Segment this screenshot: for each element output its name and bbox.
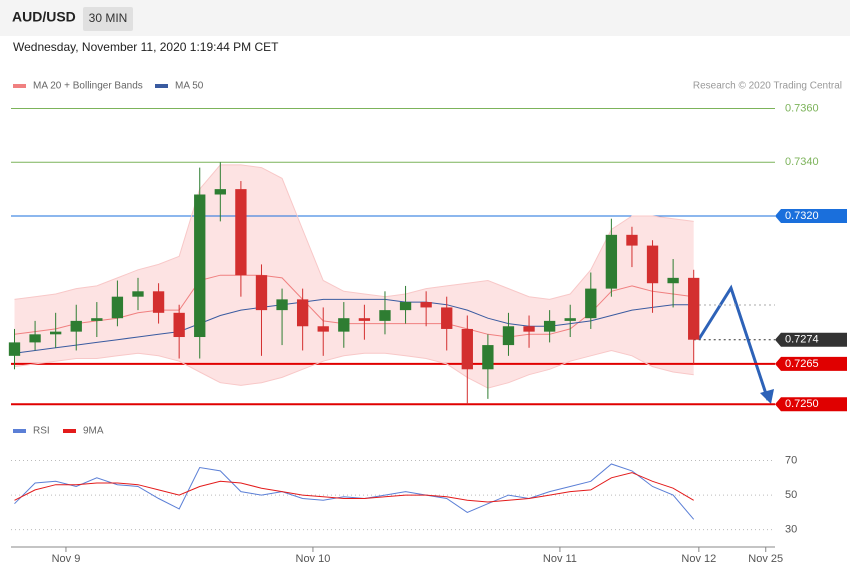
x-tick-label: Nov 25 <box>748 553 783 565</box>
candle-body <box>235 189 247 276</box>
candle-body <box>543 320 556 332</box>
candle-body <box>111 296 124 319</box>
candle-body <box>441 307 453 329</box>
candle-body <box>626 234 638 246</box>
candle-body <box>276 299 288 311</box>
candle-body <box>194 194 206 338</box>
band-lower <box>14 349 694 389</box>
candle-body <box>646 245 659 284</box>
legend-label: MA 20 + Bollinger Bands <box>33 81 143 92</box>
candle-body <box>317 326 329 332</box>
x-tick-label: Nov 12 <box>681 553 716 565</box>
credit: Research © 2020 Trading Central <box>693 81 842 92</box>
legend-swatch <box>13 429 26 433</box>
legend-swatch <box>13 84 26 88</box>
y-tick-label: 70 <box>785 454 797 466</box>
candle-body <box>605 234 618 289</box>
level-label: 0.7274 <box>785 334 819 346</box>
candle-body <box>50 331 62 335</box>
projection-arrow <box>697 284 770 401</box>
ma-line <box>14 298 694 354</box>
legend-label: MA 50 <box>175 81 204 92</box>
level-label: 0.7340 <box>785 156 819 168</box>
x-tick-label: Nov 10 <box>296 553 331 565</box>
level-label: 0.7250 <box>785 398 819 410</box>
legend-swatch <box>155 84 168 88</box>
level-label: 0.7265 <box>785 358 819 370</box>
candle-body <box>91 318 103 321</box>
band-upper <box>14 164 694 300</box>
candle-body <box>399 302 412 311</box>
candle-body <box>564 318 576 321</box>
candle-body <box>502 326 515 346</box>
rsi-line <box>14 463 695 520</box>
candle-body <box>461 328 473 370</box>
candle-body <box>8 342 21 356</box>
level-tag <box>775 209 847 224</box>
candle-body <box>214 189 226 195</box>
candle-body <box>296 299 309 327</box>
candle-body <box>585 288 597 319</box>
legend-label: 9MA <box>83 426 104 437</box>
level-label: 0.7320 <box>785 210 819 222</box>
symbol: AUD/USD <box>12 9 76 25</box>
legend-swatch <box>63 429 76 433</box>
candle-body <box>338 318 350 332</box>
ma-line <box>14 274 694 338</box>
header-bar <box>0 0 850 36</box>
x-tick-label: Nov 11 <box>543 553 577 565</box>
candle-body <box>688 277 700 340</box>
candle-body <box>379 310 391 321</box>
rsi-line <box>14 472 694 503</box>
y-tick-label: 30 <box>785 524 797 536</box>
candle-body <box>420 302 432 308</box>
candle-body <box>152 291 165 313</box>
level-tag <box>775 397 847 412</box>
candle-body <box>482 345 494 370</box>
datetime: Wednesday, November 11, 2020 1:19:44 PM … <box>13 40 279 54</box>
timeframe: 30 MIN <box>89 11 128 25</box>
timeframe-box <box>83 7 133 31</box>
y-tick-label: 50 <box>785 489 797 501</box>
candle-body <box>523 326 535 332</box>
arrow-head <box>760 389 774 404</box>
candle-body <box>173 312 185 338</box>
candle-body <box>667 277 679 284</box>
candle-body <box>255 275 268 311</box>
x-tick-label: Nov 9 <box>52 553 81 565</box>
candle-body <box>70 320 82 332</box>
level-tag <box>775 356 847 371</box>
candle-body <box>29 334 41 343</box>
candle-body <box>132 291 144 297</box>
legend-label: RSI <box>33 426 50 437</box>
level-tag <box>775 332 847 347</box>
candle-body <box>358 318 371 321</box>
level-label: 0.7360 <box>785 102 819 114</box>
